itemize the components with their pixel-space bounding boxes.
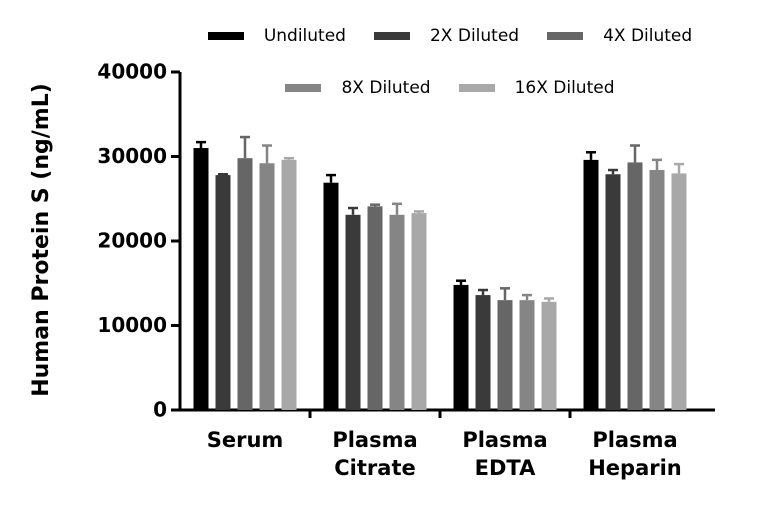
x-tick-label: Plasma EDTA — [462, 428, 548, 480]
y-tick-label: 0 — [153, 398, 167, 422]
y-tick-label: 10000 — [97, 313, 167, 337]
bar — [367, 206, 383, 410]
bar — [627, 162, 643, 410]
legend-swatch — [285, 84, 322, 92]
bar — [323, 182, 339, 410]
x-tick-label: Plasma Citrate — [332, 428, 418, 480]
legend-swatch — [207, 32, 244, 40]
legend-label: 16X Diluted — [514, 78, 615, 98]
error-bar — [196, 140, 206, 149]
legend-item: 8X Diluted — [285, 76, 431, 100]
y-tick-label: 40000 — [97, 60, 167, 84]
x-tick-label: Plasma Heparin — [588, 428, 682, 480]
legend-swatch — [458, 84, 495, 92]
y-axis-label: Human Protein S (ng/mL) — [29, 83, 54, 397]
bar — [541, 301, 557, 410]
legend-item: 16X Diluted — [458, 76, 615, 100]
legend: Undiluted 2X Diluted 4X Diluted 8X Diluted 1… — [180, 24, 720, 100]
bar — [345, 214, 361, 410]
bar — [215, 175, 231, 410]
error-bar — [478, 288, 488, 296]
error-bar — [674, 162, 684, 174]
legend-item: 2X Diluted — [373, 24, 520, 48]
bar — [453, 284, 469, 410]
error-bar — [456, 279, 466, 285]
error-bar — [240, 135, 250, 159]
error-bar — [652, 158, 662, 171]
x-tick-label: Serum — [206, 428, 284, 452]
bar — [497, 300, 513, 410]
legend-label: 2X Diluted — [429, 26, 520, 46]
bar — [605, 174, 621, 410]
error-bar — [370, 203, 380, 207]
legend-swatch — [373, 32, 410, 40]
error-bar — [608, 168, 618, 175]
bar — [237, 158, 253, 410]
error-bar — [218, 172, 228, 176]
error-bar — [392, 202, 402, 215]
legend-label: 8X Diluted — [341, 78, 431, 98]
error-bar — [414, 210, 424, 214]
error-bar — [326, 173, 336, 183]
error-bar — [522, 293, 532, 301]
error-bar — [544, 297, 554, 302]
error-bar — [586, 151, 596, 160]
bar — [649, 170, 665, 410]
bar — [475, 295, 491, 410]
bar — [671, 173, 687, 410]
bar — [389, 214, 405, 410]
y-tick-label: 20000 — [97, 229, 167, 253]
error-bar — [500, 287, 510, 301]
legend-item: 4X Diluted — [547, 24, 692, 48]
error-bar — [348, 206, 358, 215]
bar — [281, 159, 297, 410]
y-tick-label: 30000 — [97, 144, 167, 168]
legend-swatch — [547, 32, 584, 40]
bar — [411, 213, 427, 410]
error-bar — [262, 144, 272, 164]
legend-label: Undiluted — [263, 26, 346, 46]
bar — [193, 148, 209, 411]
bar — [519, 300, 535, 410]
bar — [583, 159, 599, 410]
legend-label: 4X Diluted — [603, 26, 693, 46]
error-bar — [630, 144, 640, 163]
bar — [259, 163, 275, 410]
legend-item: Undiluted — [207, 24, 346, 48]
error-bar — [284, 156, 294, 160]
